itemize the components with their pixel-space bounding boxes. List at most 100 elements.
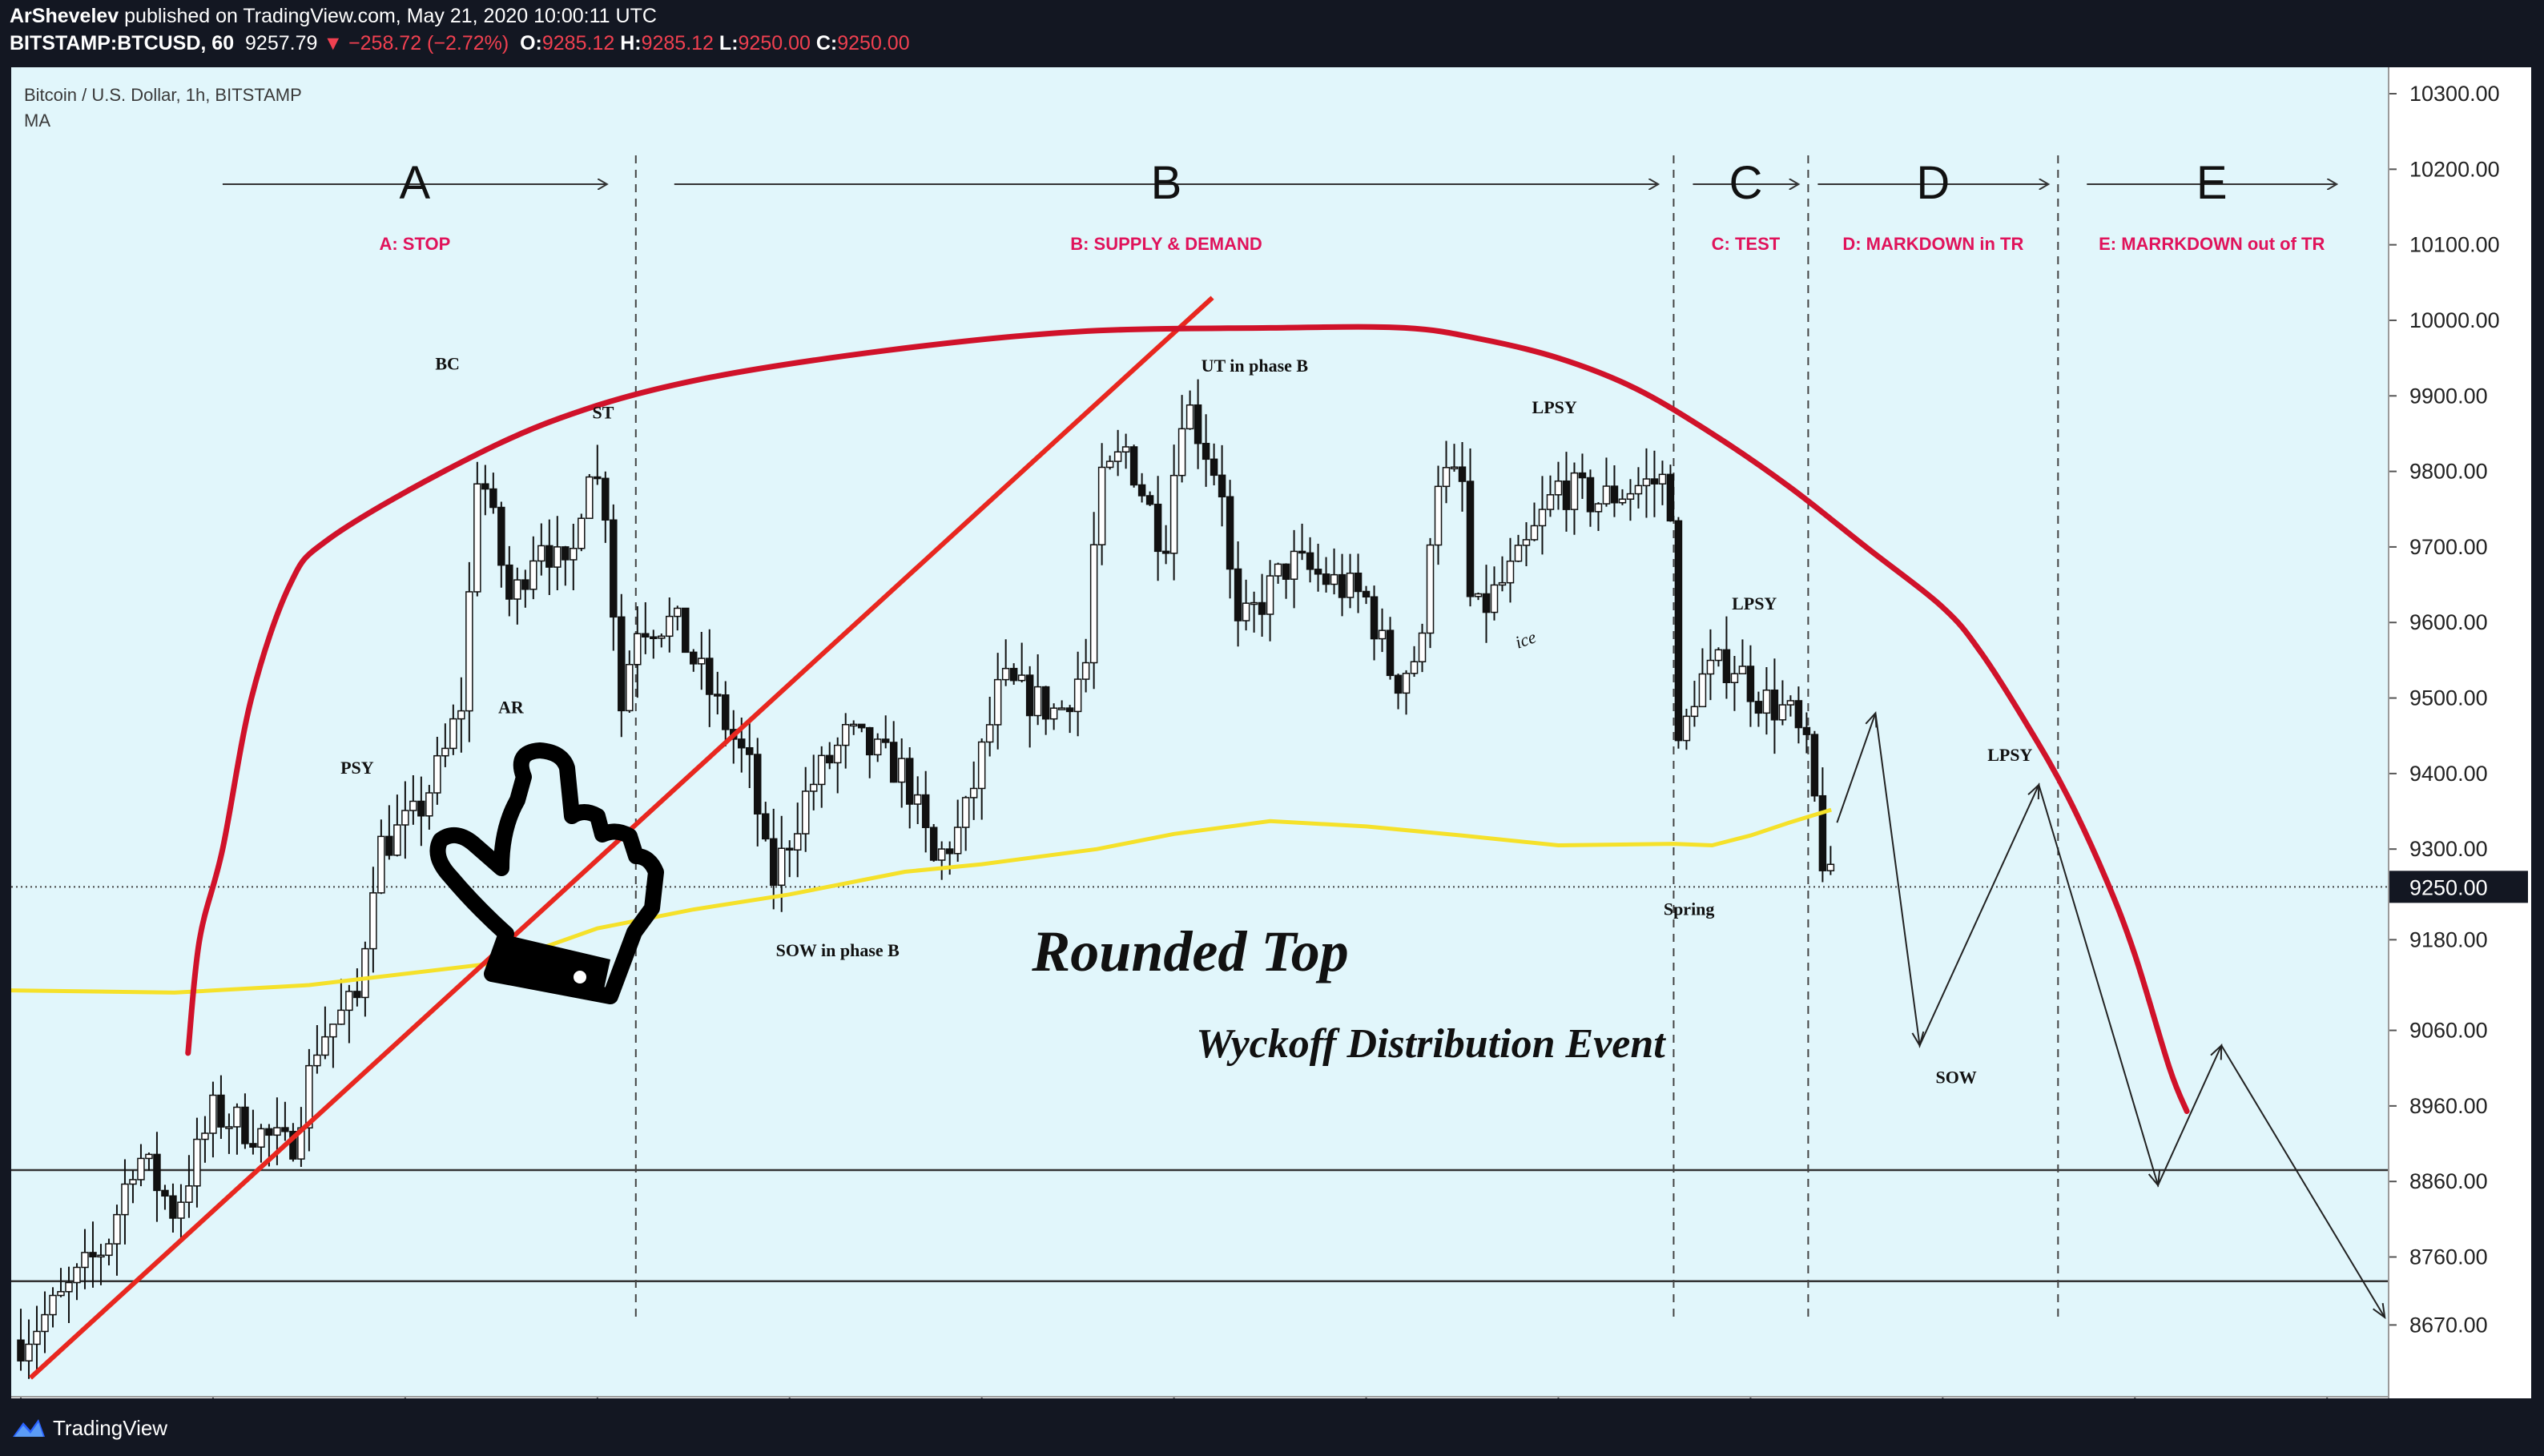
candle-up xyxy=(1105,461,1114,469)
symbol-name[interactable]: BITSTAMP:BTCUSD, 60 xyxy=(10,32,235,54)
candle-up xyxy=(1402,673,1411,694)
candle-up xyxy=(626,663,634,712)
legend-indicator[interactable]: MA xyxy=(24,111,50,131)
candle-down xyxy=(1578,472,1587,479)
candle-up xyxy=(1346,572,1355,598)
candle-up xyxy=(849,723,858,727)
candle-up xyxy=(257,1128,265,1148)
phase-letter: A xyxy=(400,157,431,209)
tradingview-logo-icon[interactable] xyxy=(11,1416,46,1440)
candle-up xyxy=(1778,704,1787,721)
close-value: 9250.00 xyxy=(837,32,910,54)
candle-up xyxy=(361,947,369,999)
candle-up xyxy=(1570,472,1579,510)
price-tick-label: 9900.00 xyxy=(2409,384,2488,408)
author-name[interactable]: ArShevelev xyxy=(10,5,119,27)
candle-down xyxy=(265,1128,273,1136)
candle-up xyxy=(570,548,578,561)
publish-header: ArShevelev published on TradingView.com,… xyxy=(0,0,2544,64)
candle-up xyxy=(1626,493,1635,500)
candle-up xyxy=(793,833,802,851)
high-label: H: xyxy=(620,32,642,54)
candle-down xyxy=(921,794,930,828)
low-value: 9250.00 xyxy=(738,32,811,54)
price-tick-label: 10100.00 xyxy=(2409,233,2500,257)
wyckoff-annotation: ST xyxy=(593,403,614,423)
candle-down xyxy=(241,1106,249,1144)
candle-down xyxy=(1218,474,1226,498)
candle-down xyxy=(1802,726,1811,735)
candle-up xyxy=(1033,686,1042,717)
candle-down xyxy=(1210,458,1218,477)
price-axis-panel[interactable] xyxy=(2389,67,2531,1398)
last-price-tag[interactable] xyxy=(2389,871,2528,903)
price-chart-svg[interactable]: A A: STOP B B: SUPPLY & DEMAND C C: TEST D D: M… xyxy=(11,67,2531,1398)
candle-up xyxy=(1113,451,1122,462)
candle-down xyxy=(1258,601,1266,615)
candle-down xyxy=(385,835,393,856)
open-label: O: xyxy=(520,32,542,54)
candle-up xyxy=(369,892,377,950)
footer-brand[interactable]: TradingView xyxy=(53,1416,168,1440)
candle-up xyxy=(65,1281,73,1293)
wyckoff-annotation: PSY xyxy=(340,758,374,778)
candle-up xyxy=(1730,673,1739,684)
candle-down xyxy=(489,488,497,509)
price-tick-label: 9800.00 xyxy=(2409,460,2488,484)
candle-down xyxy=(1129,446,1138,486)
candle-down xyxy=(1025,674,1034,717)
candle-down xyxy=(1674,520,1683,742)
candle-up xyxy=(465,591,473,712)
candle-up xyxy=(1826,863,1835,871)
footer-bar: TradingView xyxy=(0,1400,2544,1456)
candle-up xyxy=(953,827,962,855)
candle-up xyxy=(433,754,441,794)
wyckoff-annotation: LPSY xyxy=(1532,397,1577,417)
candle-down xyxy=(1153,503,1162,553)
candle-up xyxy=(57,1291,65,1297)
candle-up xyxy=(1290,550,1298,580)
candle-up xyxy=(841,724,850,746)
candle-down xyxy=(1202,442,1210,461)
candle-up xyxy=(969,787,978,798)
chart-title: Rounded Top xyxy=(1031,919,1348,983)
candle-down xyxy=(249,1143,257,1148)
price-tick-label: 9060.00 xyxy=(2409,1019,2488,1043)
candle-up xyxy=(137,1157,145,1180)
candle-down xyxy=(1770,689,1779,721)
price-tick-label: 9700.00 xyxy=(2409,535,2488,559)
wyckoff-annotation: SOW xyxy=(1935,1068,1976,1088)
candle-down xyxy=(1282,563,1290,580)
projection-arrowhead xyxy=(2373,1303,2386,1320)
phase-label: E: MARRKDOWN out of TR xyxy=(2099,234,2325,254)
candle-down xyxy=(602,477,610,521)
wyckoff-annotation: LPSY xyxy=(1732,593,1777,613)
candle-up xyxy=(1786,700,1795,706)
candle-up xyxy=(1538,509,1547,527)
candle-up xyxy=(1714,649,1723,662)
candle-down xyxy=(1562,480,1571,510)
wyckoff-annotation: AR xyxy=(498,697,525,717)
candle-down xyxy=(1394,674,1403,694)
candle-up xyxy=(329,1024,337,1038)
candle-up xyxy=(49,1294,57,1316)
candle-up xyxy=(961,797,970,828)
candle-up xyxy=(1618,498,1627,504)
candle-up xyxy=(586,476,594,519)
candle-down xyxy=(1386,629,1395,677)
candle-up xyxy=(537,545,545,562)
rounded-top-arc xyxy=(185,324,2190,1114)
candle-down xyxy=(618,616,626,712)
candle-up xyxy=(1530,525,1539,541)
candle-up xyxy=(473,483,481,593)
price-tick-label: 10300.00 xyxy=(2409,82,2500,106)
last-price-tag-label[interactable]: 9250.00 xyxy=(2409,875,2488,899)
price-tick-label: 8670.00 xyxy=(2409,1313,2488,1337)
high-value: 9285.12 xyxy=(641,32,714,54)
wyckoff-annotation: LPSY xyxy=(1987,745,2032,765)
candle-up xyxy=(1634,485,1643,495)
chart-area[interactable]: A A: STOP B B: SUPPLY & DEMAND C C: TEST D D: M… xyxy=(11,67,2531,1398)
candle-up xyxy=(1169,474,1178,554)
price-tick-label: 9400.00 xyxy=(2409,762,2488,786)
candle-down xyxy=(1041,686,1050,720)
